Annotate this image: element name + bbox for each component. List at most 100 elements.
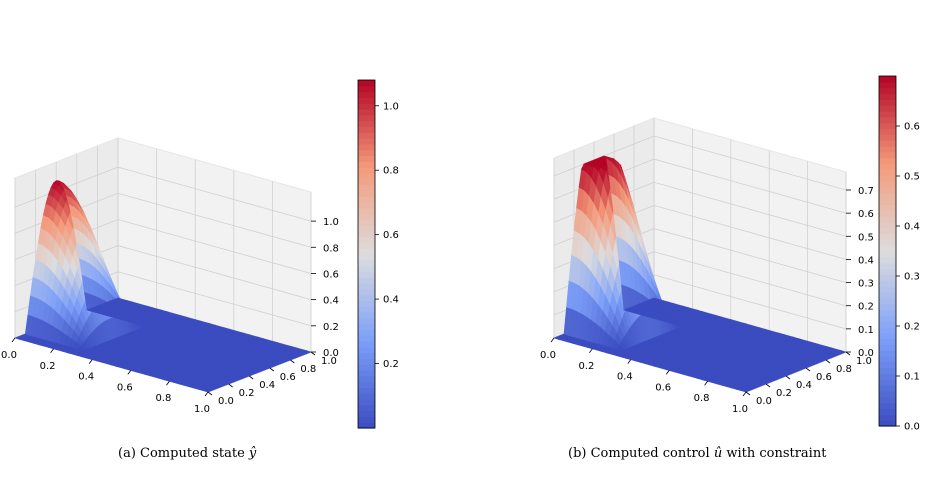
colorbar-tick-label: 0.5: [904, 172, 920, 183]
colorbar-band: [358, 138, 375, 145]
y-tick: [310, 351, 316, 356]
colorbar-band: [879, 227, 896, 235]
colorbar-band: [879, 367, 896, 375]
colorbar-band: [358, 387, 375, 394]
colorbar-band: [358, 201, 375, 209]
colorbar-band: [879, 210, 896, 217]
x-tick-label: 0.4: [78, 372, 94, 383]
colorbar-band: [358, 103, 375, 110]
x-tick: [627, 359, 632, 364]
x-tick: [88, 359, 93, 364]
z-tick-label: 0.8: [323, 243, 339, 254]
colorbar-band: [358, 109, 375, 116]
x-tick: [589, 348, 593, 354]
surface: [553, 155, 847, 393]
colorbar-band: [879, 76, 896, 83]
colorbar-band: [358, 346, 375, 354]
colorbar-tick-label: 0.2: [383, 359, 399, 370]
z-tick-label: 1.0: [323, 217, 339, 228]
colorbar-band: [879, 216, 896, 223]
z-tick-label: 0.6: [858, 209, 874, 220]
colorbar-band: [879, 385, 896, 392]
colorbar-band: [879, 396, 896, 404]
colorbar-band: [358, 277, 375, 284]
colorbar-band: [879, 326, 896, 334]
colorbar-band: [879, 221, 896, 229]
y-tick: [228, 383, 233, 388]
colorbar-band: [879, 303, 896, 310]
panel-computed-state: 0.0 0.2 0.4 0.6 0.8 1.0 0.0 0.2 0.4 0.6 0.8 1.0 0.0 0…: [1, 79, 399, 461]
colorbar-band: [358, 91, 375, 98]
colorbar-band: [358, 97, 375, 104]
colorbar-band: [358, 335, 375, 342]
colorbar-band: [358, 399, 375, 406]
colorbar-band: [879, 239, 896, 246]
x-tick-label: 1.0: [194, 404, 210, 415]
y-tick: [269, 367, 275, 372]
x-tick-label: 0.8: [694, 393, 710, 404]
colorbar-band: [879, 297, 896, 305]
colorbar-band: [358, 196, 375, 203]
colorbar-band: [358, 172, 375, 180]
y-tick-label: 0.2: [776, 388, 792, 399]
colorbar-band: [879, 233, 896, 240]
colorbar-band: [358, 161, 375, 168]
colorbar-band: [879, 391, 896, 398]
surface-plot-control: 0.00.20.40.60.81.00.00.20.40.60.81.00.00…: [540, 75, 920, 433]
colorbar-band: [358, 155, 375, 162]
colorbar-band: [879, 204, 896, 211]
colorbar-band: [879, 116, 896, 124]
colorbar-band: [879, 181, 896, 188]
colorbar-band: [358, 248, 375, 255]
x-tick: [166, 380, 170, 386]
z-tick-label: 0.0: [323, 348, 339, 359]
colorbar-band: [358, 294, 375, 301]
colorbar-frame: [357, 79, 376, 429]
colorbar-band: [358, 300, 375, 307]
z-tick-label: 0.5: [858, 232, 874, 243]
z-tick-label: 0.6: [323, 269, 339, 280]
colorbar-band: [879, 315, 896, 322]
colorbar-band: [879, 140, 896, 147]
z-tick-label: 0.7: [858, 186, 874, 197]
colorbar-band: [358, 207, 375, 214]
colorbar-tick-label: 0.2: [904, 322, 920, 333]
caption-state: (a) Computed state ŷ: [118, 446, 257, 461]
colorbar-band: [879, 175, 896, 182]
surface-plot-state: 0.00.20.40.60.81.00.00.20.40.60.81.00.00…: [1, 79, 399, 429]
colorbar-band: [879, 361, 896, 369]
colorbar-band: [879, 414, 896, 421]
colorbar-band: [879, 373, 896, 380]
colorbar-band: [358, 259, 375, 267]
colorbar-band: [879, 146, 896, 153]
colorbar-band: [879, 256, 896, 264]
colorbar-band: [879, 420, 896, 427]
colorbar-band: [879, 344, 896, 351]
x-tick: [11, 337, 16, 343]
colorbar-tick-label: 0.4: [904, 222, 920, 233]
colorbar-band: [358, 254, 375, 261]
colorbar-band: [358, 236, 375, 243]
colorbar-band: [879, 151, 896, 159]
colorbar-band: [879, 93, 896, 100]
colorbar-band: [358, 132, 375, 139]
z-tick-label: 0.4: [858, 255, 874, 266]
y-tick: [845, 351, 851, 356]
surface-facet: [650, 297, 660, 301]
y-tick-label: 0.6: [816, 372, 832, 383]
colorbar-band: [358, 126, 375, 133]
colorbar-band: [879, 99, 896, 106]
colorbar-tick-label: 0.8: [383, 166, 399, 177]
y-tick-label: 0.0: [218, 396, 234, 407]
y-tick: [290, 359, 295, 364]
colorbar-band: [879, 111, 896, 118]
y-tick-label: 1.0: [321, 356, 337, 367]
surface-facet: [114, 297, 124, 301]
z-tick-label: 0.4: [323, 296, 339, 307]
x-tick: [704, 380, 708, 386]
colorbar-band: [879, 157, 896, 165]
colorbar-band: [879, 186, 896, 194]
colorbar-band: [358, 167, 375, 174]
y-tick-label: 0.4: [796, 380, 812, 391]
colorbar-band: [358, 143, 375, 151]
